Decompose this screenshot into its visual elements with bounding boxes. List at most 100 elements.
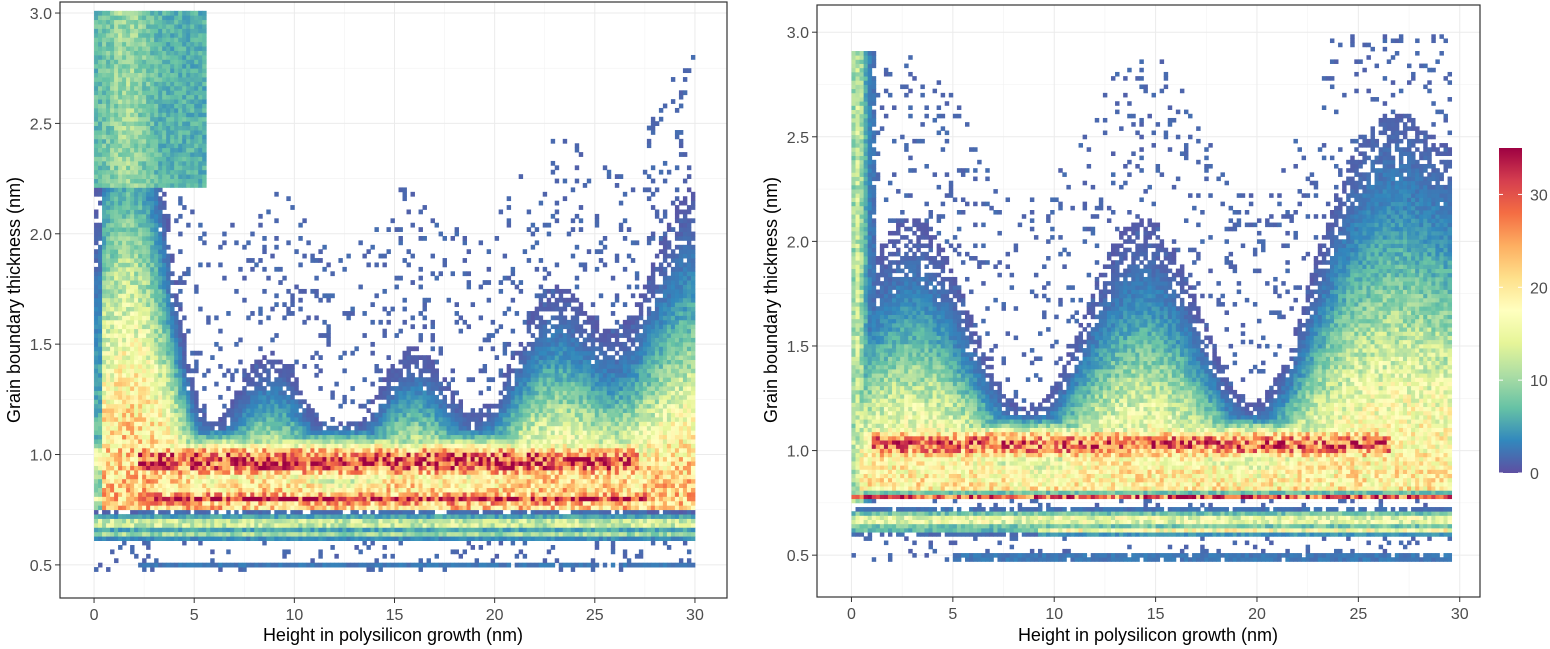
heatmap-cell bbox=[202, 103, 207, 109]
heatmap-cell bbox=[370, 381, 375, 387]
heatmap-cell bbox=[314, 461, 319, 466]
heatmap-cell bbox=[162, 500, 167, 506]
heatmap-cell bbox=[126, 359, 131, 365]
heatmap-cell bbox=[98, 355, 103, 360]
heatmap-cell bbox=[102, 315, 107, 321]
heatmap-cell bbox=[330, 474, 335, 480]
heatmap-cell bbox=[166, 28, 171, 34]
heatmap-cell bbox=[362, 452, 367, 458]
heatmap-cell bbox=[350, 452, 355, 458]
heatmap-cell bbox=[122, 41, 127, 47]
heatmap-cell bbox=[382, 545, 387, 550]
heatmap-cell bbox=[202, 531, 207, 537]
heatmap-cell bbox=[262, 562, 267, 568]
heatmap-cell bbox=[150, 249, 155, 255]
heatmap-cell bbox=[166, 514, 171, 519]
heatmap-cell bbox=[350, 496, 355, 502]
heatmap-cell bbox=[182, 337, 187, 343]
heatmap-cell bbox=[130, 487, 135, 493]
heatmap-cell bbox=[294, 425, 299, 431]
heatmap-cell bbox=[154, 200, 159, 206]
heatmap-cell bbox=[142, 509, 147, 515]
heatmap-cell bbox=[126, 275, 131, 281]
heatmap-cell bbox=[230, 456, 235, 462]
heatmap-cell bbox=[354, 509, 359, 515]
heatmap-cell bbox=[174, 368, 179, 374]
heatmap-cell bbox=[286, 394, 291, 400]
heatmap-cell bbox=[142, 408, 147, 413]
heatmap-cell bbox=[254, 527, 259, 533]
heatmap-cell bbox=[150, 531, 155, 537]
heatmap-cell bbox=[122, 178, 127, 184]
heatmap-cell bbox=[178, 81, 183, 87]
heatmap-cell bbox=[302, 412, 307, 418]
heatmap-cell bbox=[302, 531, 307, 537]
heatmap-cell bbox=[282, 487, 287, 493]
heatmap-cell bbox=[354, 545, 359, 550]
heatmap-cell bbox=[158, 474, 163, 480]
heatmap-cell bbox=[350, 514, 355, 519]
heatmap-cell bbox=[154, 558, 159, 564]
heatmap-cell bbox=[290, 443, 295, 449]
heatmap-cell bbox=[362, 562, 367, 568]
heatmap-cell bbox=[162, 403, 167, 409]
heatmap-cell bbox=[150, 324, 155, 330]
heatmap-cell bbox=[310, 514, 315, 519]
heatmap-cell bbox=[326, 522, 331, 528]
heatmap-cell bbox=[354, 425, 359, 431]
heatmap-cell bbox=[138, 231, 143, 237]
heatmap-cell bbox=[150, 152, 155, 157]
heatmap-cell bbox=[134, 50, 139, 56]
heatmap-cell bbox=[366, 527, 371, 533]
heatmap-cell bbox=[110, 235, 115, 241]
heatmap-cell bbox=[134, 487, 139, 493]
heatmap-cell bbox=[122, 147, 127, 153]
heatmap-cell bbox=[126, 213, 131, 219]
heatmap-cell bbox=[230, 377, 235, 383]
heatmap-cell bbox=[306, 447, 311, 453]
heatmap-cell bbox=[226, 492, 231, 497]
heatmap-cell bbox=[306, 478, 311, 484]
heatmap-cell bbox=[162, 456, 167, 462]
heatmap-cell bbox=[218, 447, 223, 453]
heatmap-cell bbox=[178, 496, 183, 502]
heatmap-cell bbox=[318, 297, 323, 303]
heatmap-cell bbox=[274, 425, 279, 431]
heatmap-cell bbox=[206, 319, 211, 325]
heatmap-cell bbox=[402, 474, 407, 480]
heatmap-cell bbox=[138, 50, 143, 56]
heatmap-cell bbox=[154, 425, 159, 431]
heatmap-cell bbox=[142, 187, 147, 193]
heatmap-cell bbox=[150, 32, 155, 38]
heatmap-cell bbox=[122, 337, 127, 343]
heatmap-cell bbox=[346, 315, 351, 321]
heatmap-cell bbox=[138, 218, 143, 224]
heatmap-cell bbox=[202, 496, 207, 502]
heatmap-cell bbox=[106, 191, 111, 197]
heatmap-cell bbox=[262, 394, 267, 400]
heatmap-cell bbox=[142, 443, 147, 449]
heatmap-cell bbox=[290, 509, 295, 515]
heatmap-cell bbox=[98, 200, 103, 206]
heatmap-cell bbox=[402, 425, 407, 431]
heatmap-cell bbox=[178, 439, 183, 444]
heatmap-cell bbox=[182, 28, 187, 34]
heatmap-cell bbox=[158, 59, 163, 65]
heatmap-cell bbox=[174, 24, 179, 29]
heatmap-cell bbox=[386, 478, 391, 484]
heatmap-cell bbox=[142, 399, 147, 405]
heatmap-cell bbox=[134, 59, 139, 65]
heatmap-cell bbox=[122, 350, 127, 356]
heatmap-cell bbox=[162, 496, 167, 502]
heatmap-cell bbox=[158, 116, 163, 122]
heatmap-cell bbox=[218, 500, 223, 506]
heatmap-cell bbox=[258, 531, 263, 537]
heatmap-cell bbox=[158, 562, 163, 568]
heatmap-cell bbox=[390, 377, 395, 383]
heatmap-cell bbox=[150, 461, 155, 466]
heatmap-cell bbox=[102, 227, 107, 232]
heatmap-cell bbox=[130, 333, 135, 338]
heatmap-cell bbox=[194, 522, 199, 528]
heatmap-cell bbox=[174, 293, 179, 299]
heatmap-cell bbox=[286, 412, 291, 418]
